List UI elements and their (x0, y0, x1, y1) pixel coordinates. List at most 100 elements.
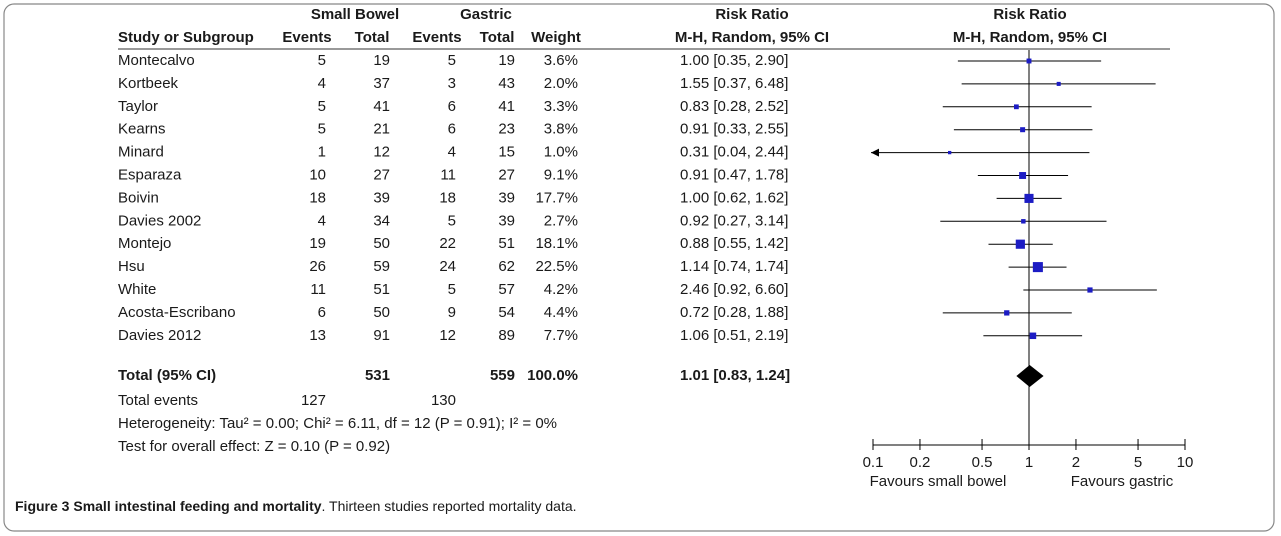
total-name: Total (95% CI) (118, 367, 216, 384)
study-square (1087, 287, 1093, 293)
ci-label: 0.31 [0.04, 2.44] (680, 144, 788, 161)
events: 19 (309, 235, 326, 252)
events: 10 (309, 166, 326, 183)
study-name: Kearns (118, 121, 166, 138)
ci-label: 1.55 [0.37, 6.48] (680, 75, 788, 92)
column-header: Total (355, 29, 390, 46)
events: 6 (448, 98, 456, 115)
events: 11 (310, 281, 326, 298)
weight: 100.0% (527, 367, 578, 384)
study-name: Minard (118, 144, 164, 161)
ci-label: 1.06 [0.51, 2.19] (680, 327, 788, 344)
favours-label: Favours gastric (1071, 473, 1174, 490)
study-name: Davies 2002 (118, 212, 201, 229)
total: 21 (373, 121, 390, 138)
weight: 17.7% (535, 189, 578, 206)
study-square (1026, 58, 1032, 64)
events: 130 (431, 392, 456, 409)
ci-label: 2.46 [0.92, 6.60] (680, 281, 788, 298)
study-square (948, 150, 952, 155)
weight: 7.7% (544, 327, 578, 344)
total: 12 (373, 144, 390, 161)
weight: 3.3% (544, 98, 578, 115)
ci-label: 1.00 [0.62, 1.62] (680, 189, 788, 206)
group-header: Gastric (460, 6, 512, 23)
total: 19 (373, 52, 390, 69)
total-diamond (1016, 365, 1044, 387)
total: 51 (373, 281, 390, 298)
events: 24 (439, 258, 456, 275)
weight: 3.8% (544, 121, 578, 138)
weight: 1.0% (544, 144, 578, 161)
study-square (1024, 193, 1034, 203)
weight: 3.6% (544, 52, 578, 69)
ci-label: 1.01 [0.83, 1.24] (680, 367, 790, 384)
column-header: Study or Subgroup (118, 29, 254, 46)
study-square (1019, 172, 1027, 179)
events: 5 (318, 98, 326, 115)
events: 5 (448, 52, 456, 69)
caption-title: Small intestinal feeding and mortality (73, 498, 321, 514)
total: 23 (498, 121, 515, 138)
events: 18 (439, 189, 456, 206)
weight: 22.5% (535, 258, 578, 275)
x-tick-label: 10 (1177, 454, 1194, 471)
figure-frame (3, 3, 1275, 532)
total: 37 (373, 75, 390, 92)
study-square (1004, 310, 1010, 316)
total: 43 (498, 75, 515, 92)
ci-label: 1.14 [0.74, 1.74] (680, 258, 788, 275)
events: 5 (448, 212, 456, 229)
x-tick-label: 5 (1134, 454, 1142, 471)
column-header: Risk Ratio (993, 6, 1066, 23)
ci-label: 0.83 [0.28, 2.52] (680, 98, 788, 115)
study-square (1029, 332, 1037, 340)
column-header: Events (412, 29, 461, 46)
events: 5 (318, 121, 326, 138)
events: 4 (318, 212, 326, 229)
study-square (1032, 262, 1043, 273)
study-square (1056, 81, 1061, 86)
study-square (1015, 239, 1025, 249)
column-header: Events (282, 29, 331, 46)
column-header: M-H, Random, 95% CI (953, 29, 1107, 46)
total: 34 (373, 212, 390, 229)
total: 91 (373, 327, 390, 344)
total: 59 (373, 258, 390, 275)
events: 9 (448, 304, 456, 321)
x-tick-label: 2 (1072, 454, 1080, 471)
weight: 9.1% (544, 166, 578, 183)
events: 127 (301, 392, 326, 409)
total: 531 (365, 367, 390, 384)
events: 5 (318, 52, 326, 69)
column-header: Total (480, 29, 515, 46)
heterogeneity: Heterogeneity: Tau² = 0.00; Chi² = 6.11,… (118, 415, 557, 432)
study-name: Davies 2012 (118, 327, 201, 344)
events: 3 (448, 75, 456, 92)
overall-effect: Test for overall effect: Z = 0.10 (P = 0… (118, 438, 390, 455)
events: 26 (309, 258, 326, 275)
events: 6 (448, 121, 456, 138)
ci-label: 1.00 [0.35, 2.90] (680, 52, 788, 69)
total: 39 (498, 189, 515, 206)
events: 13 (309, 327, 326, 344)
total: 62 (498, 258, 515, 275)
study-name: Montejo (118, 235, 171, 252)
total: 54 (498, 304, 515, 321)
ci-label: 0.91 [0.47, 1.78] (680, 166, 788, 183)
column-header: Risk Ratio (715, 6, 788, 23)
study-name: White (118, 281, 156, 298)
total: 19 (498, 52, 515, 69)
total: 559 (490, 367, 515, 384)
x-tick-label: 1 (1025, 454, 1033, 471)
total: 39 (373, 189, 390, 206)
events: 5 (448, 281, 456, 298)
caption: Figure 3 Small intestinal feeding and mo… (15, 498, 577, 514)
study-name: Esparaza (118, 166, 182, 183)
events: 6 (318, 304, 326, 321)
column-header: M-H, Random, 95% CI (675, 29, 829, 46)
weight: 4.4% (544, 304, 578, 321)
weight: 2.7% (544, 212, 578, 229)
study-square (1020, 127, 1026, 133)
